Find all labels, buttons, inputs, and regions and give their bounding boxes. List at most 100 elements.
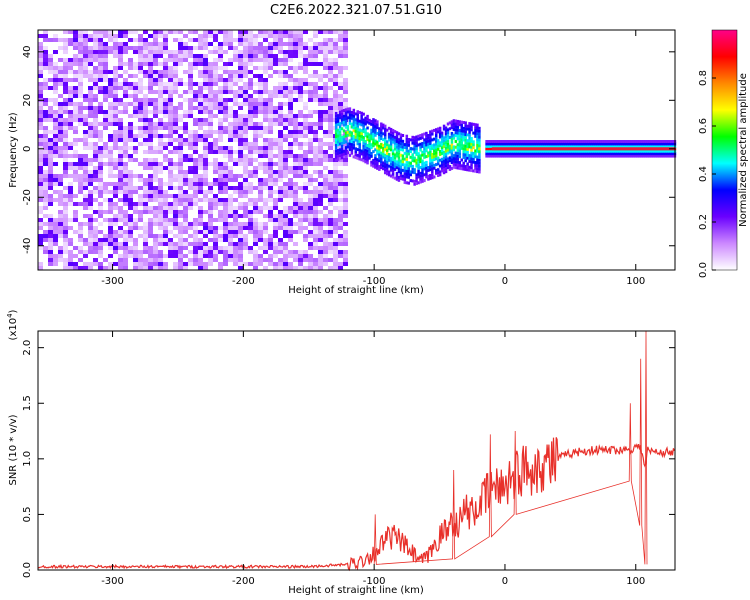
- spectrogram-cell: [399, 133, 403, 137]
- spectrogram-cell: [374, 125, 377, 129]
- spectrogram-cell: [193, 30, 198, 34]
- spectrogram-cell: [58, 198, 63, 202]
- spectrogram-cell: [442, 127, 446, 131]
- spectrogram-cell: [278, 146, 283, 150]
- spectrogram-cell: [360, 123, 363, 127]
- spectrogram-cell: [263, 90, 268, 94]
- spectrogram-cell: [143, 266, 148, 270]
- spectrogram-cell: [606, 149, 610, 153]
- spectrogram-cell: [552, 149, 555, 153]
- spectrogram-cell: [118, 118, 123, 122]
- spectrogram-cell: [253, 250, 258, 254]
- spectrogram-cell: [98, 134, 103, 138]
- spectrogram-cell: [585, 154, 588, 158]
- spectrogram-cell: [343, 158, 348, 162]
- spectrogram-cell: [440, 131, 444, 135]
- spectrogram-cell: [550, 142, 553, 146]
- spectrogram-cell: [472, 122, 475, 126]
- spectrogram-cell: [148, 42, 153, 46]
- spectrogram-cell: [344, 117, 348, 121]
- spectrogram-cell: [520, 149, 524, 153]
- spectrogram-cell: [383, 142, 387, 146]
- spectrogram-cell: [346, 125, 350, 129]
- spectrogram-cell: [497, 149, 500, 153]
- spectrogram-cell: [158, 178, 163, 182]
- spectrogram-cell: [243, 226, 248, 230]
- spectrogram-cell: [198, 158, 203, 162]
- spectrogram-cell: [113, 142, 118, 146]
- spectrogram-cell: [338, 234, 343, 238]
- spectrogram-cell: [253, 206, 258, 210]
- spectrogram-cell: [158, 214, 163, 218]
- spectrogram-cell: [506, 142, 510, 146]
- spectrogram-cell: [665, 140, 669, 144]
- spectrogram-cell: [48, 218, 53, 222]
- spectrogram-cell: [208, 118, 213, 122]
- spectrogram-cell: [520, 144, 524, 148]
- spectrogram-cell: [168, 118, 173, 122]
- spectrogram-cell: [178, 238, 183, 242]
- spectrogram-cell: [178, 118, 183, 122]
- spectrogram-cell: [63, 38, 68, 42]
- spectrogram-cell: [248, 122, 253, 126]
- spectrogram-cell: [243, 114, 248, 118]
- spectrogram-cell: [278, 214, 283, 218]
- spectrogram-cell: [328, 134, 333, 138]
- spectrogram-cell: [438, 158, 442, 162]
- spectrogram-cell: [193, 234, 198, 238]
- spectrogram-cell: [313, 50, 318, 54]
- spectrogram-cell: [123, 174, 128, 178]
- spectrogram-cell: [293, 194, 298, 198]
- spectrogram-cell: [456, 157, 460, 161]
- spectrogram-cell: [198, 94, 203, 98]
- spectrogram-cell: [198, 210, 203, 214]
- spectrogram-cell: [223, 186, 228, 190]
- spectrogram-cell: [108, 254, 113, 258]
- spectrogram-cell: [118, 58, 123, 62]
- spectrogram-cell: [421, 171, 424, 175]
- spectrogram-cell: [336, 114, 340, 118]
- spectrogram-cell: [478, 126, 481, 130]
- spectrogram-cell: [303, 114, 308, 118]
- spectrogram-cell: [561, 149, 565, 153]
- spectrogram-cell: [68, 254, 73, 258]
- spectrogram-cell: [138, 198, 143, 202]
- spectrogram-cell: [248, 46, 253, 50]
- spectrogram-cell: [193, 186, 198, 190]
- spectrogram-cell: [183, 54, 188, 58]
- spectrogram-cell: [213, 58, 218, 62]
- spectrogram-cell: [158, 186, 163, 190]
- spectrogram-cell: [88, 122, 93, 126]
- spectrogram-cell: [253, 234, 258, 238]
- spectrogram-cell: [168, 142, 173, 146]
- spectrogram-cell: [203, 198, 208, 202]
- spectrogram-cell: [665, 149, 669, 153]
- spectrogram-cell: [158, 210, 163, 214]
- spectrogram-cell: [464, 147, 467, 151]
- spectrogram-cell: [268, 234, 273, 238]
- spectrogram-cell: [248, 222, 253, 226]
- spectrogram-cell: [438, 129, 442, 133]
- spectrogram-cell: [238, 266, 243, 270]
- spectrogram-cell: [626, 140, 630, 144]
- spectrogram-cell: [454, 166, 458, 170]
- spectrogram-cell: [405, 175, 409, 179]
- spectrogram-cell: [253, 102, 258, 106]
- spectrogram-cell: [143, 246, 148, 250]
- spectrogram-cell: [203, 230, 208, 234]
- spectrogram-cell: [203, 106, 208, 110]
- spectrogram-cell: [336, 157, 340, 161]
- spectrogram-cell: [542, 149, 545, 153]
- spectrogram-cell: [38, 186, 43, 190]
- spectrogram-cell: [454, 154, 458, 158]
- spectrogram-cell: [198, 58, 203, 62]
- spectrogram-cell: [378, 130, 381, 134]
- spectrogram-cell: [58, 154, 63, 158]
- spectrogram-cell: [118, 86, 123, 90]
- spectrogram-cell: [53, 66, 58, 70]
- spectrogram-cell: [213, 230, 218, 234]
- spectrogram-cell: [370, 119, 373, 123]
- spectrogram-cell: [198, 138, 203, 142]
- spectrogram-cell: [138, 102, 143, 106]
- spectrogram-cell: [540, 140, 543, 144]
